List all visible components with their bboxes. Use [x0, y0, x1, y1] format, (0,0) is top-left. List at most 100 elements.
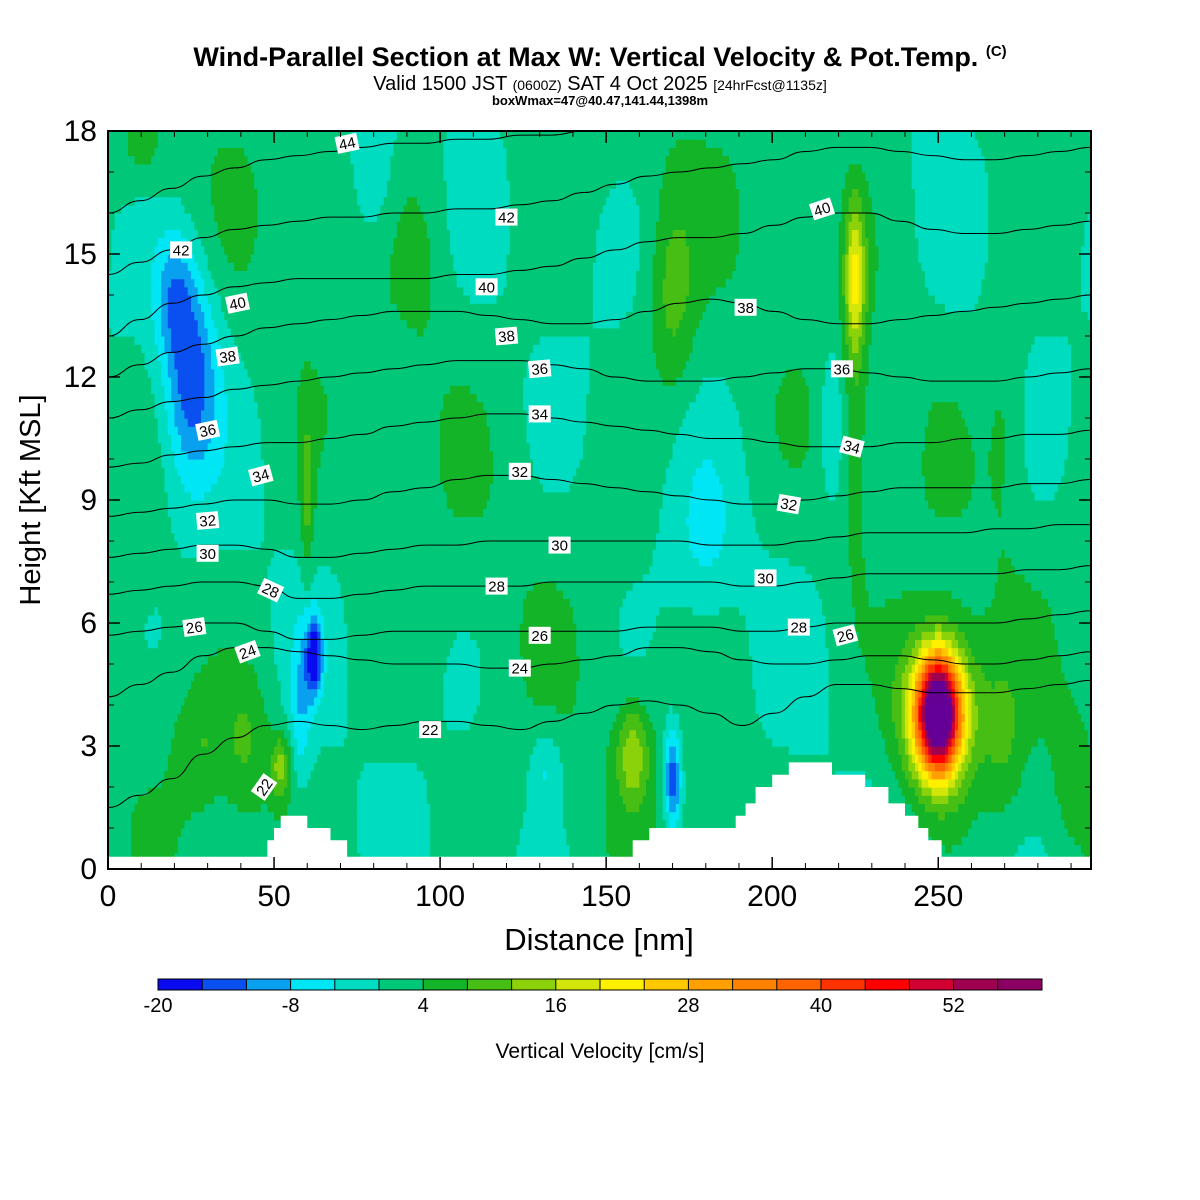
velocity-cell	[280, 737, 285, 747]
velocity-cell	[423, 737, 428, 747]
velocity-cell	[1011, 762, 1016, 772]
velocity-cell	[968, 787, 973, 796]
velocity-cell	[599, 754, 604, 763]
velocity-cell	[403, 795, 408, 804]
velocity-cell	[702, 754, 707, 763]
velocity-cell	[250, 828, 255, 837]
velocity-cell	[529, 803, 534, 813]
velocity-cell	[469, 754, 474, 763]
velocity-cell	[911, 787, 916, 796]
velocity-cell	[1077, 844, 1082, 854]
velocity-cell	[184, 754, 189, 763]
velocity-cell	[503, 811, 508, 821]
velocity-cell	[227, 803, 232, 813]
velocity-cell	[460, 754, 464, 763]
velocity-cell	[244, 836, 249, 845]
velocity-cell	[758, 778, 763, 788]
velocity-cell	[619, 836, 624, 845]
velocity-cell	[679, 811, 684, 821]
velocity-cell	[416, 811, 421, 821]
velocity-cell	[632, 746, 637, 755]
velocity-cell	[111, 762, 116, 772]
velocity-cell	[981, 770, 986, 780]
velocity-cell	[523, 787, 528, 796]
velocity-cell	[350, 762, 355, 772]
velocity-cell	[596, 836, 601, 845]
velocity-cell	[1011, 787, 1016, 796]
velocity-cell	[685, 754, 690, 763]
velocity-cell	[901, 795, 906, 804]
velocity-cell	[908, 787, 913, 796]
velocity-cell	[655, 811, 660, 821]
velocity-cell	[543, 803, 547, 813]
velocity-cell	[1004, 754, 1009, 763]
velocity-cell	[187, 803, 192, 813]
velocity-cell	[712, 746, 717, 755]
velocity-cell	[998, 836, 1002, 845]
velocity-cell	[483, 844, 488, 854]
velocity-cell	[719, 737, 723, 747]
velocity-cell	[147, 844, 152, 854]
velocity-cell	[619, 811, 624, 821]
velocity-cell	[1041, 811, 1046, 821]
velocity-cell	[117, 795, 122, 804]
velocity-cell	[264, 746, 268, 755]
velocity-cell	[861, 754, 866, 763]
velocity-cell	[453, 803, 458, 813]
velocity-cell	[357, 737, 361, 747]
velocity-cell	[695, 770, 700, 780]
velocity-cell	[141, 811, 146, 821]
velocity-cell	[111, 828, 116, 837]
velocity-cell	[121, 770, 126, 780]
velocity-cell	[559, 737, 564, 747]
velocity-cell	[964, 811, 969, 821]
velocity-cell	[579, 746, 584, 755]
velocity-cell	[486, 828, 491, 837]
velocity-cell	[1021, 754, 1026, 763]
velocity-cell	[523, 729, 528, 739]
velocity-cell	[991, 778, 996, 788]
velocity-cell	[496, 811, 501, 821]
velocity-cell	[652, 811, 657, 821]
velocity-cell	[994, 819, 999, 829]
velocity-cell	[988, 811, 992, 821]
velocity-cell	[1024, 737, 1029, 747]
velocity-cell	[220, 803, 225, 813]
velocity-cell	[845, 754, 850, 763]
velocity-cell	[984, 828, 989, 837]
velocity-cell	[934, 819, 939, 829]
velocity-cell	[177, 828, 182, 837]
velocity-cell	[1047, 836, 1052, 845]
velocity-cell	[1087, 795, 1091, 804]
velocity-cell	[157, 844, 162, 854]
velocity-cell	[539, 819, 544, 829]
velocity-cell	[1037, 819, 1042, 829]
velocity-cell	[386, 737, 391, 747]
velocity-cell	[1007, 787, 1012, 796]
velocity-cell	[941, 795, 946, 804]
velocity-cell	[1021, 787, 1026, 796]
velocity-cell	[436, 795, 441, 804]
velocity-cell	[523, 770, 528, 780]
velocity-cell	[247, 836, 252, 845]
velocity-cell	[519, 819, 524, 829]
velocity-cell	[689, 811, 694, 821]
velocity-cell	[244, 778, 249, 788]
velocity-cell	[715, 778, 720, 788]
velocity-cell	[333, 737, 338, 747]
velocity-cell	[423, 770, 428, 780]
velocity-cell	[1041, 754, 1046, 763]
velocity-cell	[433, 795, 438, 804]
velocity-cell	[702, 803, 707, 813]
velocity-cell	[469, 746, 474, 755]
velocity-cell	[1037, 746, 1042, 755]
velocity-cell	[327, 762, 332, 772]
velocity-cell	[612, 787, 617, 796]
velocity-cell	[675, 737, 680, 747]
velocity-cell	[406, 754, 411, 763]
velocity-cell	[287, 746, 292, 755]
velocity-cell	[719, 746, 723, 755]
velocity-cell	[333, 778, 338, 788]
velocity-cell	[254, 836, 259, 845]
